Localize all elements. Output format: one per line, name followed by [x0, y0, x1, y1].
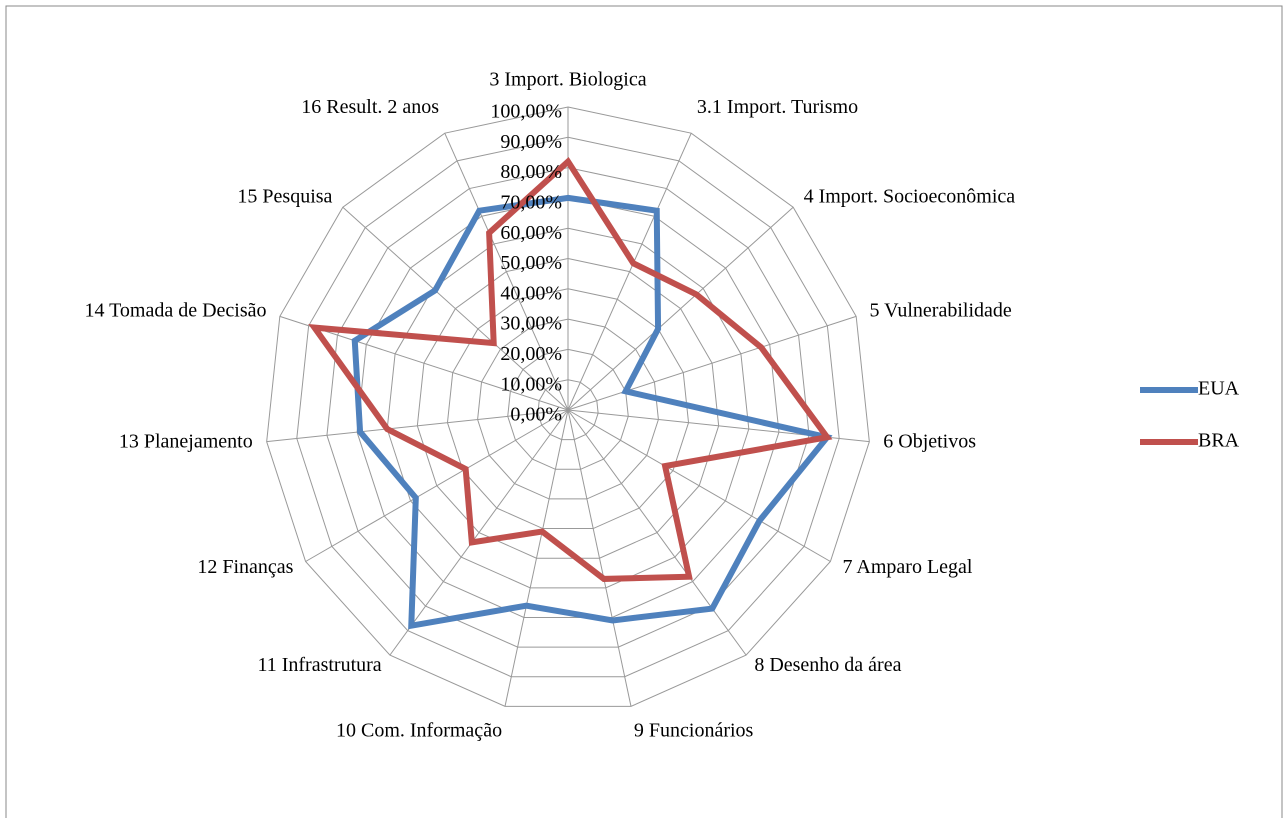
axis-spoke — [279, 315, 569, 411]
category-label: 11 Infrastrutura — [257, 654, 381, 676]
y-tick-label: 90,00% — [500, 131, 562, 153]
category-label: 10 Com. Informação — [336, 720, 502, 742]
y-tick-label: 20,00% — [500, 343, 562, 365]
axis-spoke — [567, 132, 692, 411]
axis-spoke — [504, 409, 569, 707]
grid-ring — [356, 197, 780, 618]
legend-label: EUA — [1198, 378, 1240, 400]
grid-ring — [386, 227, 750, 589]
y-tick-label: 100,00% — [490, 101, 562, 123]
category-label: 3.1 Import. Turismo — [697, 96, 858, 118]
y-tick-label: 50,00% — [500, 252, 562, 274]
y-tick-label: 60,00% — [500, 222, 562, 244]
axis-spoke — [305, 409, 569, 562]
series-line — [308, 156, 833, 582]
category-label: 16 Result. 2 anos — [301, 96, 439, 118]
axis-spoke — [567, 409, 747, 656]
grid-ring — [296, 136, 840, 678]
grid-ring — [446, 288, 690, 530]
category-label: 9 Funcionários — [634, 720, 754, 742]
y-tick-label: 0,00% — [510, 404, 562, 426]
y-tick-label: 40,00% — [500, 282, 562, 304]
category-label: 4 Import. Socioeconômica — [804, 185, 1016, 207]
series-line — [351, 194, 833, 630]
y-tick-label: 30,00% — [500, 313, 562, 335]
grid-ring — [507, 348, 629, 470]
category-label: 14 Tomada de Decisão — [84, 300, 266, 322]
category-label: 13 Planejamento — [119, 431, 253, 453]
grid-ring — [537, 379, 599, 441]
grid-ring — [477, 318, 659, 500]
legend-label: BRA — [1198, 430, 1240, 452]
axis-spoke — [266, 409, 569, 443]
grid-ring — [326, 167, 810, 648]
axis-spoke — [567, 409, 831, 562]
axis-spoke — [567, 206, 794, 411]
category-label: 12 Finanças — [197, 556, 293, 578]
axis-spoke — [389, 409, 569, 656]
y-tick-label: 10,00% — [500, 373, 562, 395]
category-label: 8 Desenho da área — [754, 654, 901, 676]
chart-frame — [5, 5, 1283, 818]
category-label: 15 Pesquisa — [237, 185, 332, 207]
axis-spoke — [567, 409, 632, 707]
category-label: 5 Vulnerabilidade — [869, 300, 1011, 322]
category-label: 7 Amparo Legal — [843, 556, 973, 578]
axis-spoke — [567, 315, 857, 411]
grid-ring — [266, 106, 870, 707]
axis-spoke — [444, 132, 569, 411]
y-tick-label: 70,00% — [500, 191, 562, 213]
axis-spoke — [342, 206, 569, 411]
category-label: 6 Objetivos — [883, 431, 976, 453]
category-label: 3 Import. Biologica — [489, 69, 646, 91]
y-tick-label: 80,00% — [500, 161, 562, 183]
